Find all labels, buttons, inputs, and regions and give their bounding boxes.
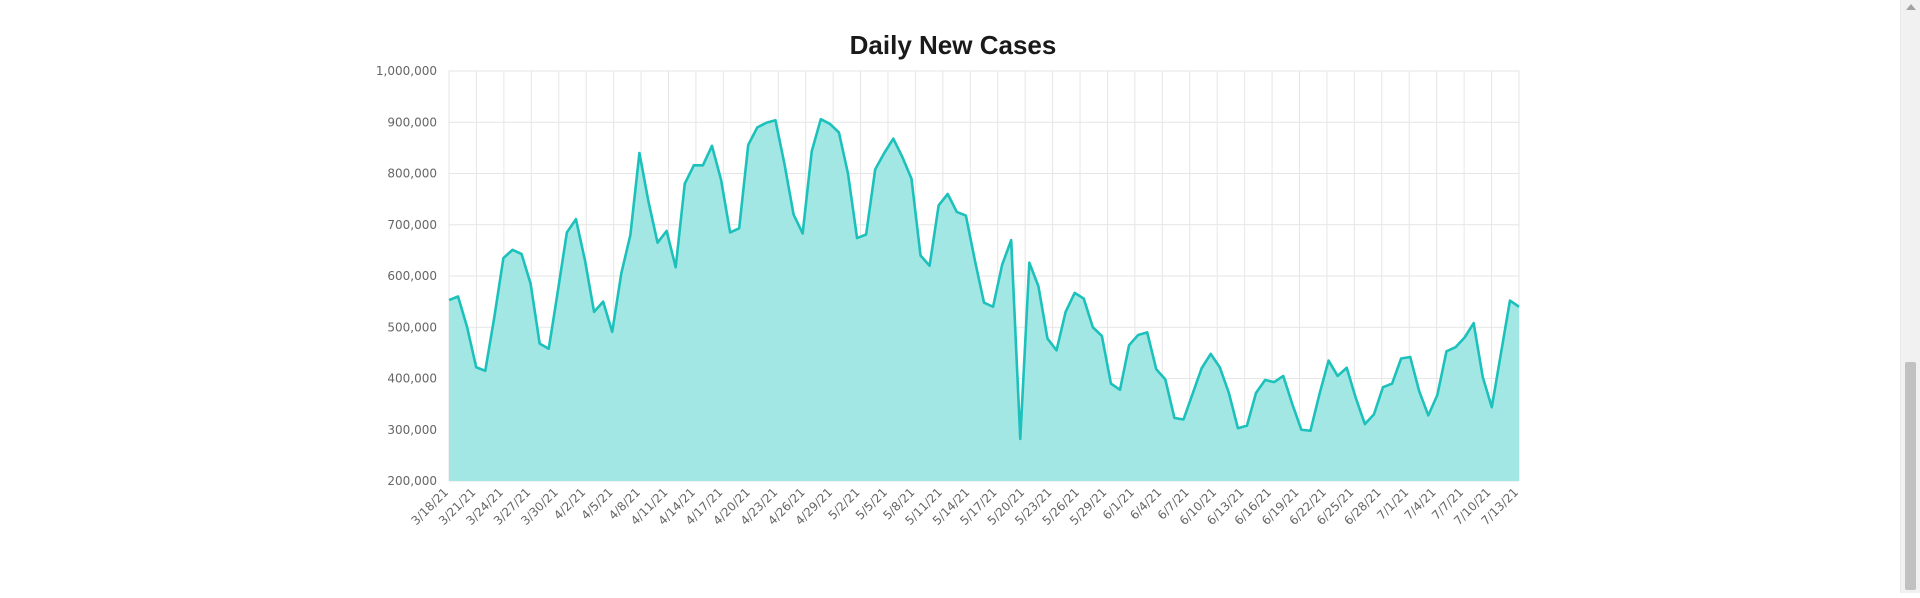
scrollbar-thumb[interactable] xyxy=(1905,362,1916,590)
y-tick-label: 900,000 xyxy=(387,115,437,129)
vertical-scrollbar[interactable] xyxy=(1900,0,1920,593)
y-tick-label: 500,000 xyxy=(387,320,437,334)
y-tick-label: 700,000 xyxy=(387,218,437,232)
y-tick-label: 800,000 xyxy=(387,167,437,181)
chart-title: Daily New Cases xyxy=(850,30,1057,60)
y-tick-label: 600,000 xyxy=(387,269,437,283)
scroll-up-arrow-icon[interactable] xyxy=(1906,4,1916,10)
y-tick-label: 400,000 xyxy=(387,372,437,386)
y-tick-label: 300,000 xyxy=(387,423,437,437)
series-area xyxy=(449,119,1519,482)
series-line xyxy=(448,117,1520,441)
y-tick-label: 1,000,000 xyxy=(376,64,437,78)
y-tick-label: 200,000 xyxy=(387,474,437,488)
